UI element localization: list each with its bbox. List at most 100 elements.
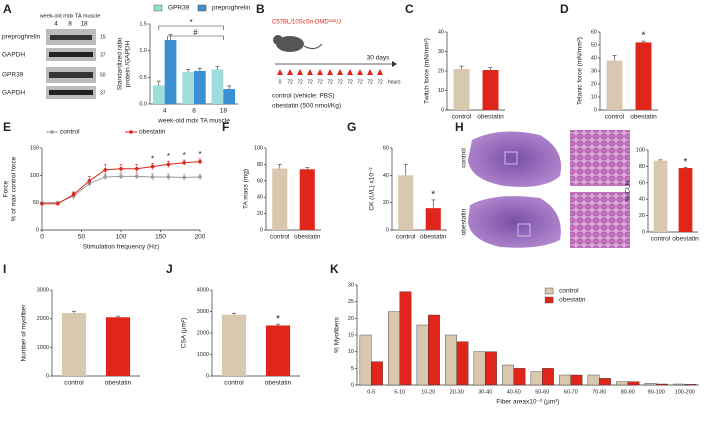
y-axis-label: CK (U/L) x10⁻² xyxy=(369,167,376,211)
y-tick-label: 50 xyxy=(33,200,39,206)
blot-band xyxy=(49,72,93,78)
bar xyxy=(61,312,87,376)
y-tick-label: 20 xyxy=(591,81,597,87)
y-tick-label: 0 xyxy=(642,229,645,235)
y-tick-label: 25 xyxy=(348,299,354,305)
y-axis-label: % Myofibers xyxy=(334,316,341,353)
bar xyxy=(398,175,414,230)
lane-label: 18 xyxy=(80,21,88,28)
bar xyxy=(482,70,499,110)
x-tick-label: obestatin xyxy=(672,236,699,243)
y-tick-label: 4000 xyxy=(197,287,209,293)
x-tick-label: obestatin xyxy=(420,234,447,241)
schematic: C57BL/10ScSn-DMDᵐᵈˣ/J 30 days control (v… xyxy=(272,19,401,110)
histology-zoom xyxy=(570,130,630,186)
blot-band xyxy=(49,90,93,95)
point xyxy=(198,159,202,164)
time-unit: hours xyxy=(388,79,401,85)
bar xyxy=(684,384,697,386)
bar xyxy=(542,368,554,386)
treatment-label: obestatin (500 nmol/Kg) xyxy=(272,103,341,110)
bar xyxy=(502,364,514,386)
y-tick-label: 0.0 xyxy=(139,101,147,107)
y-tick-label: 0 xyxy=(441,107,444,113)
bar xyxy=(559,374,571,386)
legend-label: obestatin xyxy=(139,129,166,136)
significance: * xyxy=(684,157,688,168)
y-tick-label: 30 xyxy=(348,282,354,288)
x-tick-label: obestatin xyxy=(294,234,321,241)
legend-label: control xyxy=(559,288,579,295)
significance: * xyxy=(431,190,435,201)
point xyxy=(119,166,123,171)
bar xyxy=(635,42,652,110)
injection-marker xyxy=(377,69,383,75)
bar xyxy=(530,371,543,386)
bar xyxy=(371,361,383,386)
injection-marker xyxy=(307,69,313,75)
y-tick-label: 30 xyxy=(438,49,444,55)
bar xyxy=(485,351,497,386)
time-label: 72 xyxy=(337,79,343,85)
injection-marker xyxy=(367,69,373,75)
injection-marker xyxy=(277,69,283,75)
y-tick-label: 60 xyxy=(591,29,597,35)
point xyxy=(87,179,92,183)
x-tick-label: 4 xyxy=(163,108,167,115)
x-tick-label: 80-90 xyxy=(621,389,635,395)
significance: * xyxy=(642,31,646,42)
bar xyxy=(221,314,247,376)
y-tick-label: 10 xyxy=(438,88,444,94)
bar xyxy=(211,69,224,104)
x-axis-label: Fiber areax10⁻² (µm²) xyxy=(496,399,559,406)
kda-label: 50 xyxy=(100,72,106,78)
point xyxy=(135,166,139,171)
point xyxy=(71,192,76,197)
y-tick-label: 0 xyxy=(594,107,597,113)
bar xyxy=(587,374,600,386)
x-tick-label: 100-200 xyxy=(675,389,695,395)
y-tick-label: 3000 xyxy=(197,309,209,315)
bar xyxy=(152,85,165,104)
bar xyxy=(299,169,315,230)
bar xyxy=(570,374,583,386)
y-tick-label: 50 xyxy=(591,42,597,48)
y-tick-label: 20 xyxy=(348,316,354,322)
panel-letter: H xyxy=(455,120,464,134)
legend-swatch xyxy=(153,4,163,12)
histology-zoom xyxy=(570,192,630,248)
panel-letter: C xyxy=(405,2,414,16)
zoom-box xyxy=(517,223,531,237)
legend-label: preproghrelin xyxy=(212,5,251,12)
y-tick-label: 40 xyxy=(438,29,444,35)
significance: # xyxy=(193,28,198,37)
bar xyxy=(456,341,469,386)
x-tick-label: control xyxy=(270,234,290,241)
time-label: 72 xyxy=(347,79,353,85)
x-tick-label: 8 xyxy=(192,108,196,115)
y-tick-label: 0 xyxy=(386,227,389,233)
y-tick-label: 100 xyxy=(254,145,263,151)
point xyxy=(166,162,171,167)
panel-letter: K xyxy=(330,262,339,276)
legend-swatch xyxy=(129,130,133,134)
y-axis-label: Twitch force (mN/mm²) xyxy=(424,38,431,104)
bar xyxy=(265,325,291,376)
y-tick-label: 20 xyxy=(438,68,444,74)
point xyxy=(103,175,107,179)
y-axis-label: Force xyxy=(3,180,10,197)
legend-swatch xyxy=(50,130,54,134)
y-tick-label: 100 xyxy=(30,173,39,179)
y-axis-label: % CLN xyxy=(625,180,632,201)
x-tick-label: control xyxy=(605,114,625,121)
legend-swatch xyxy=(197,4,207,12)
histology: control obestatin xyxy=(461,130,630,248)
lane-label: 4 xyxy=(54,21,58,28)
bar xyxy=(272,168,288,230)
y-tick-label: 20 xyxy=(639,213,645,219)
y-tick-label: 10 xyxy=(591,94,597,100)
bar xyxy=(678,168,693,232)
y-tick-label: 0 xyxy=(260,227,263,233)
y-tick-label: 150 xyxy=(30,145,39,151)
y-tick-label: 20 xyxy=(257,211,263,217)
